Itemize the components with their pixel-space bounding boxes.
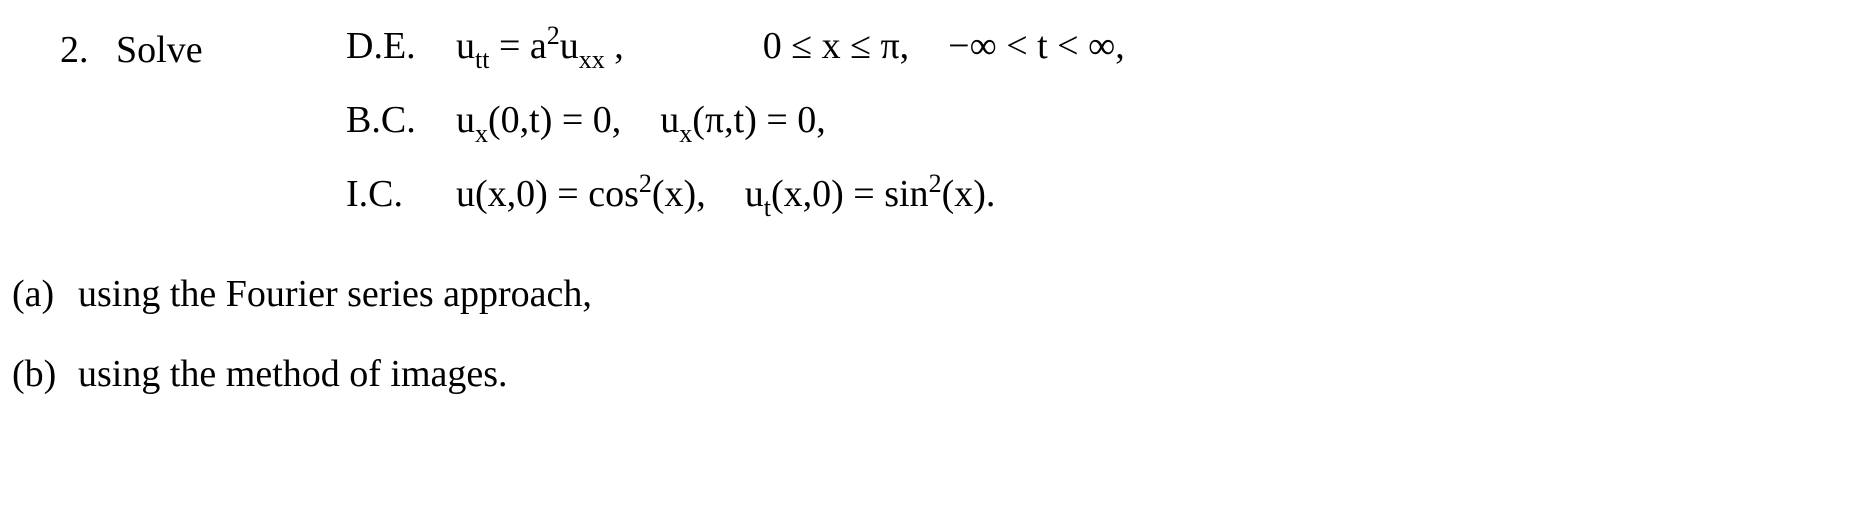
part-b-text: using the method of images.: [78, 352, 508, 396]
ic-tag: I.C.: [346, 172, 456, 216]
de-eq: =: [489, 25, 529, 67]
de-trailing: ,: [605, 25, 624, 67]
bc-line: B.C. ux(0,t) = 0, ux(π,t) = 0,: [346, 98, 1125, 142]
ic2-rest: (x).: [942, 173, 996, 215]
ic1-rest: (x),: [652, 173, 706, 215]
problem-header-row: 2. Solve D.E. utt = a2uxx , 0 ≤ x ≤ π, −…: [60, 28, 1806, 216]
bc-tag: B.C.: [346, 98, 456, 142]
ic2-lhs-base: u: [745, 173, 764, 215]
ic2-lhs-sub: t: [764, 193, 771, 222]
de-lhs-sub: tt: [475, 45, 489, 74]
de-lhs-base: u: [456, 25, 475, 67]
bc-conditions: ux(0,t) = 0, ux(π,t) = 0,: [456, 98, 826, 142]
de-rhs-base: u: [560, 25, 579, 67]
de-equation: utt = a2uxx , 0 ≤ x ≤ π, −∞ < t < ∞,: [456, 24, 1125, 68]
subparts: (a) using the Fourier series approach, (…: [12, 272, 1806, 396]
de-coef-sup: 2: [547, 21, 560, 50]
ic2-sup: 2: [929, 169, 942, 198]
part-a-text: using the Fourier series approach,: [78, 272, 592, 316]
bc2-base: u: [660, 99, 679, 141]
part-a-label: (a): [12, 272, 78, 316]
de-line: D.E. utt = a2uxx , 0 ≤ x ≤ π, −∞ < t < ∞…: [346, 24, 1125, 68]
de-tag: D.E.: [346, 24, 456, 68]
ic-conditions: u(x,0) = cos2(x), ut(x,0) = sin2(x).: [456, 172, 995, 216]
de-rhs-sub: xx: [579, 45, 605, 74]
ic1-fn: cos: [588, 173, 639, 215]
part-b-line: (b) using the method of images.: [12, 352, 1806, 396]
ic1-lhs: u(x,0) =: [456, 173, 588, 215]
de-domain-x: 0 ≤ x ≤ π,: [763, 25, 909, 67]
equations-column: D.E. utt = a2uxx , 0 ≤ x ≤ π, −∞ < t < ∞…: [346, 24, 1125, 216]
bc1-rest: (0,t) = 0,: [488, 99, 621, 141]
directive-label: Solve: [116, 28, 346, 72]
part-b-label: (b): [12, 352, 78, 396]
bc1-sub: x: [475, 119, 488, 148]
ic1-sup: 2: [639, 169, 652, 198]
de-coef-base: a: [530, 25, 547, 67]
bc1-base: u: [456, 99, 475, 141]
part-a-line: (a) using the Fourier series approach,: [12, 272, 1806, 316]
bc2-sub: x: [679, 119, 692, 148]
ic2-fn: sin: [884, 173, 928, 215]
problem-number: 2.: [60, 28, 116, 72]
bc2-rest: (π,t) = 0,: [692, 99, 825, 141]
ic-line: I.C. u(x,0) = cos2(x), ut(x,0) = sin2(x)…: [346, 172, 1125, 216]
de-domain-t: −∞ < t < ∞,: [948, 25, 1125, 67]
problem-page: 2. Solve D.E. utt = a2uxx , 0 ≤ x ≤ π, −…: [0, 0, 1854, 519]
ic2-lhs-rest: (x,0) =: [771, 173, 884, 215]
